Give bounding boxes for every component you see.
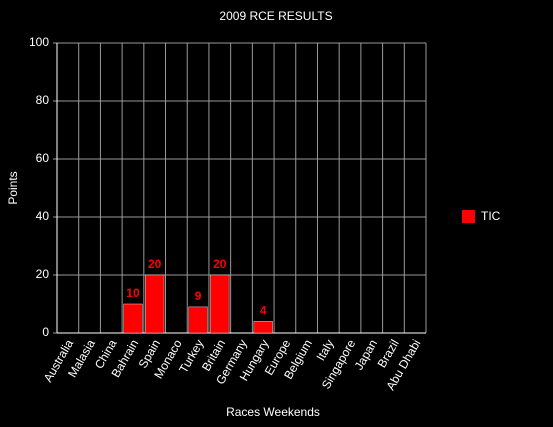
bar	[145, 274, 165, 334]
x-tick-label: Japan	[352, 337, 380, 372]
bar	[188, 306, 208, 334]
y-tick-label: 60	[36, 151, 50, 165]
bar	[210, 274, 230, 334]
legend-label: TIC	[481, 209, 501, 223]
data-label: 20	[213, 257, 227, 271]
y-tick-label: 20	[36, 267, 50, 281]
data-label: 10	[126, 286, 140, 300]
y-tick-label: 40	[36, 209, 50, 223]
x-axis-label: Races Weekends	[226, 405, 320, 419]
bar	[123, 303, 143, 334]
y-tick-label: 0	[42, 325, 49, 339]
bar	[253, 321, 273, 334]
y-tick-label: 80	[36, 93, 50, 107]
y-tick-label: 100	[29, 35, 49, 49]
data-label: 4	[260, 304, 267, 318]
y-axis-label: Points	[6, 171, 20, 204]
data-label: 20	[148, 257, 162, 271]
data-label: 9	[195, 289, 202, 303]
chart-title: 2009 RCE RESULTS	[219, 9, 332, 23]
legend-swatch	[462, 210, 475, 223]
